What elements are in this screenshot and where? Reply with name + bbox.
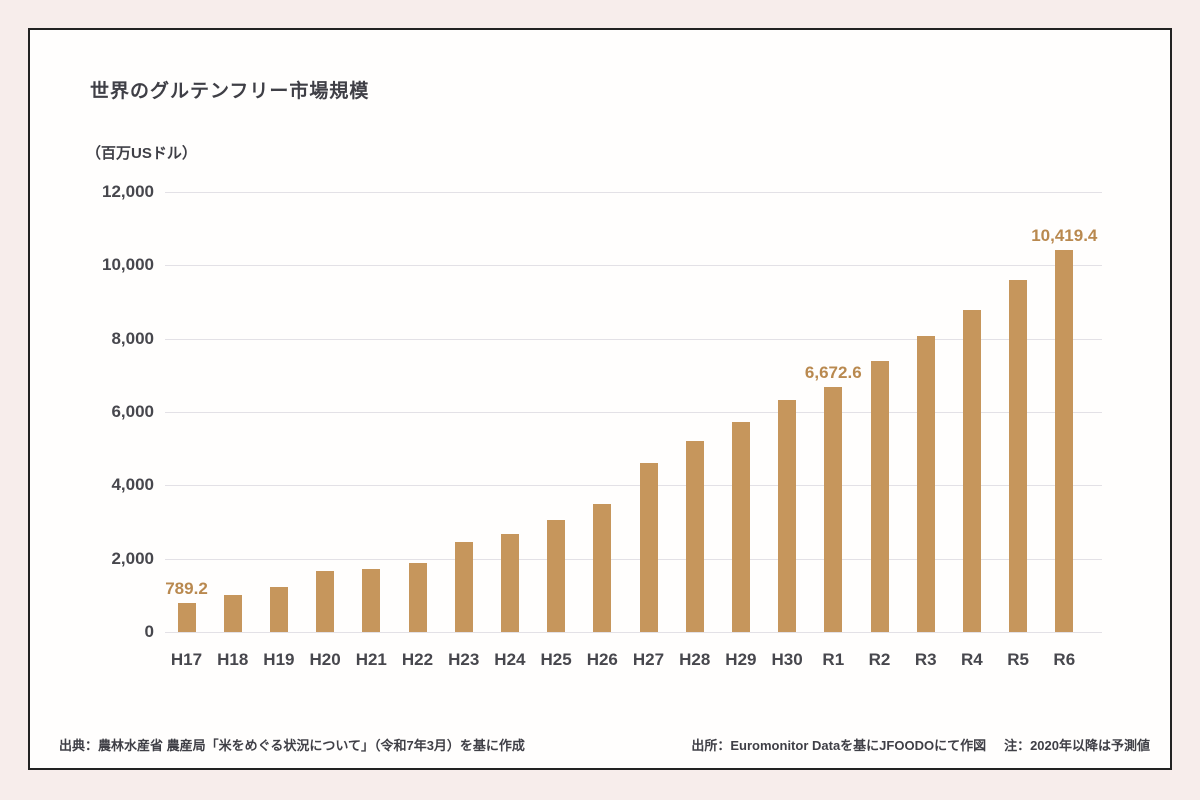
bar-H30 (778, 399, 797, 632)
bar-H22 (408, 563, 427, 632)
footer-source-right: 出所：Euromonitor Dataを基にJFOODOにて作図 注：2020年以… (691, 735, 1150, 754)
x-axis-tick-label-H27: H27 (632, 650, 665, 669)
bar-H19 (269, 586, 288, 632)
bar-H20 (316, 571, 335, 632)
x-axis-tick-label-H23: H23 (448, 650, 480, 669)
x-axis-tick-label-H26: H26 (586, 650, 618, 669)
bar-H26 (593, 503, 612, 632)
gridline-12000 (165, 192, 1102, 193)
x-axis-tick-label-H28: H28 (679, 650, 711, 669)
x-axis-tick-label-H21: H21 (355, 650, 387, 669)
bar-H28 (685, 440, 704, 632)
x-axis-tick-label-H22: H22 (401, 650, 434, 669)
chart-card: 世界のグルテンフリー市場規模 （百万USドル） 出典：農林水産省 農産局「米をめ… (28, 28, 1172, 770)
bar-H17 (177, 603, 196, 632)
footer-source-left: 出典：農林水産省 農産局「米をめぐる状況について」（令和7年3月）を基に作成 (59, 738, 525, 753)
x-axis-tick-label-H18: H18 (217, 650, 249, 669)
x-axis-tick-label-H30: H30 (771, 650, 803, 669)
x-axis-tick-label-R3: R3 (914, 650, 937, 669)
gridline-6000 (165, 412, 1102, 413)
bar-R2 (870, 361, 889, 632)
plot-area (165, 192, 1102, 633)
x-axis-tick-label-H17: H17 (170, 650, 203, 669)
bar-H25 (547, 519, 566, 632)
gridline-4000 (165, 485, 1102, 487)
x-axis-tick-label-H25: H25 (540, 650, 572, 669)
bar-H27 (639, 462, 658, 632)
gridline-10000 (165, 265, 1102, 267)
x-axis-tick-label-H24: H24 (494, 650, 526, 669)
bar-R3 (916, 336, 935, 632)
bar-value-label-H17: 789.2 (165, 579, 208, 599)
gridline-2000 (165, 558, 1102, 560)
bar-value-label-R1: 6,672.6 (804, 363, 862, 383)
x-axis-tick-label-H29: H29 (725, 650, 757, 669)
y-axis-tick-label-10000: 10,000 (102, 255, 154, 275)
x-axis-tick-label-H20: H20 (309, 650, 341, 669)
x-axis-tick-label-H19: H19 (263, 650, 295, 669)
y-axis-tick-label-0: 0 (144, 622, 154, 641)
x-axis-tick-label-R2: R2 (868, 650, 891, 669)
y-axis-tick-label-6000: 6,000 (111, 402, 154, 421)
bar-H24 (500, 534, 519, 632)
x-axis-tick-label-R5: R5 (1007, 650, 1029, 669)
bar-value-label-R6: 10,419.4 (1031, 225, 1098, 245)
bar-R5 (1009, 280, 1028, 632)
bar-R6 (1055, 249, 1074, 632)
bar-H21 (362, 568, 381, 632)
bar-R4 (962, 310, 981, 632)
x-axis-tick-label-R4: R4 (961, 650, 983, 669)
footer-note: 注：2020年以降は予測値 (1004, 738, 1150, 753)
x-axis-tick-label-R6: R6 (1053, 650, 1076, 669)
unit-axis-label: （百万USドル） (86, 145, 197, 162)
footer-source-right-text: 出所：Euromonitor Dataを基にJFOODOにて作図 (691, 738, 987, 753)
bar-R1 (824, 387, 843, 632)
y-axis-tick-label-4000: 4,000 (111, 475, 154, 495)
bar-H23 (454, 541, 473, 632)
y-axis-tick-label-8000: 8,000 (111, 328, 154, 348)
bar-H18 (223, 594, 242, 632)
y-axis-tick-label-12000: 12,000 (102, 182, 154, 201)
x-axis-tick-label-R1: R1 (822, 650, 845, 669)
y-axis-tick-label-2000: 2,000 (111, 548, 154, 568)
gridline-0 (165, 632, 1102, 633)
gridline-8000 (165, 338, 1102, 340)
bar-H29 (731, 422, 750, 632)
chart-title: 世界のグルテンフリー市場規模 (90, 81, 370, 102)
